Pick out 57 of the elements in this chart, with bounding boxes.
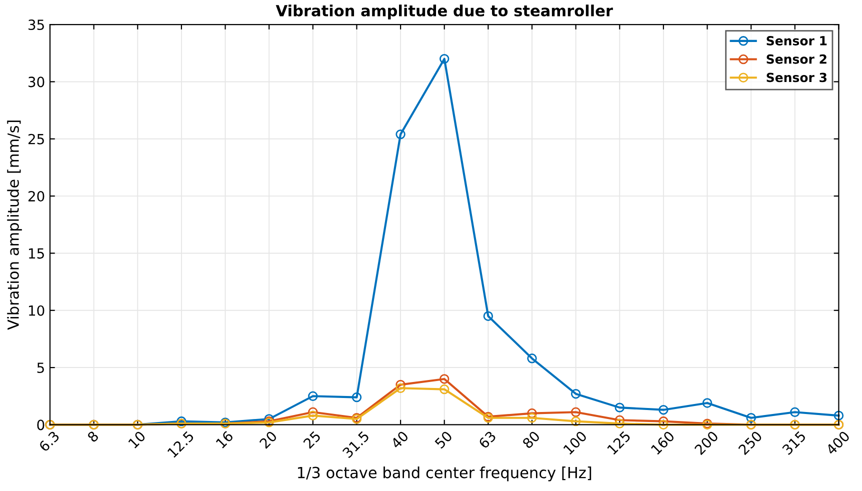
y-tick-label: 10 [28, 305, 44, 316]
y-axis-title: Vibration amplitude [mm/s] [7, 120, 22, 330]
y-tick-label: 20 [28, 191, 44, 202]
x-tick-label: 160 [650, 430, 676, 455]
point [440, 374, 450, 384]
point [440, 54, 450, 64]
point [702, 398, 712, 408]
point [570, 416, 581, 426]
point [746, 412, 756, 423]
x-tick-label: 80 [522, 430, 540, 450]
y-tick-label: 15 [28, 248, 44, 259]
point [308, 410, 318, 420]
legend-label: Sensor 2 [766, 54, 826, 64]
point [396, 383, 406, 393]
x-axis-title: 1/3 octave band center frequency [Hz] [298, 466, 592, 482]
point [308, 407, 318, 417]
point [396, 129, 406, 140]
legend-label: Sensor 3 [766, 72, 826, 82]
point [527, 408, 537, 418]
point [308, 391, 318, 401]
y-tick-label: 35 [28, 20, 44, 30]
point [658, 416, 668, 426]
point [483, 311, 494, 321]
x-tick-label: 10 [128, 430, 146, 449]
y-tick-label: 0 [37, 420, 44, 430]
point [440, 384, 450, 394]
x-tick-label: 25 [302, 430, 322, 449]
x-tick-label: 50 [434, 430, 453, 449]
x-tick-label: 40 [390, 430, 409, 450]
x-tick-label: 200 [694, 430, 719, 456]
x-tick-label: 400 [825, 430, 850, 456]
x-tick-label: 250 [738, 430, 763, 456]
x-tick-label: 16 [216, 430, 234, 449]
point [834, 410, 844, 420]
y-tick-label: 25 [28, 134, 44, 144]
x-tick-label: 100 [562, 430, 588, 455]
x-tick-label: 63 [478, 430, 496, 449]
point [790, 407, 800, 417]
point [396, 380, 406, 390]
point [176, 416, 186, 426]
chart-title: Vibration amplitude due to steamroller [276, 4, 613, 20]
point [352, 392, 362, 402]
point [570, 388, 581, 399]
point [614, 418, 624, 428]
x-tick-label: 125 [606, 430, 631, 455]
point [658, 420, 668, 430]
point [614, 402, 624, 412]
point [527, 412, 537, 423]
x-tick-label: 6.3 [38, 430, 60, 452]
y-tick-label: 5 [37, 362, 44, 374]
point [527, 354, 537, 364]
point [570, 407, 581, 417]
y-tick-label: 30 [28, 76, 44, 88]
x-tick-label: 20 [258, 430, 278, 449]
legend-label: Sensor 1 [766, 36, 827, 46]
point [658, 404, 668, 415]
x-tick-label: 8 [86, 430, 100, 443]
